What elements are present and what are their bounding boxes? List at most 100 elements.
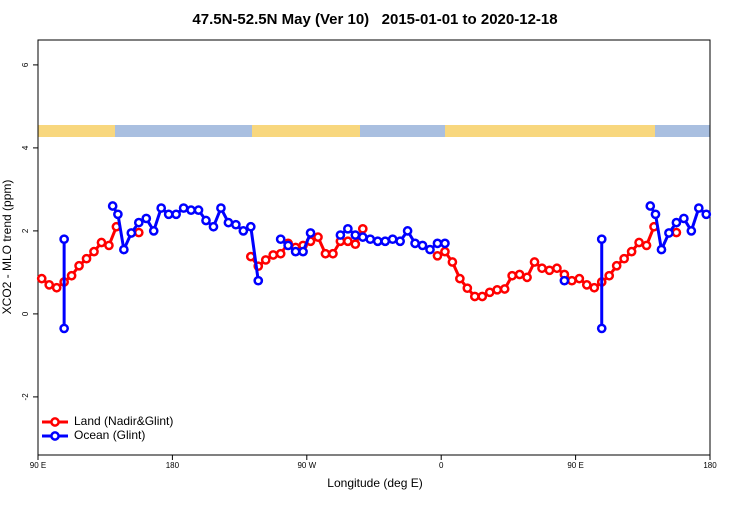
data-point	[350, 239, 361, 250]
data-point	[537, 263, 547, 274]
data-point	[596, 323, 607, 334]
data-point	[567, 275, 577, 286]
y-tick-label: -2	[21, 393, 30, 401]
data-point	[126, 228, 137, 238]
data-point	[96, 237, 107, 248]
legend-marker	[50, 431, 60, 441]
data-point	[193, 205, 204, 215]
data-point	[469, 291, 480, 302]
data-point	[455, 273, 465, 284]
data-point	[141, 213, 152, 224]
data-point	[51, 282, 62, 293]
data-point	[544, 265, 555, 276]
data-point	[245, 221, 256, 232]
data-point	[208, 221, 219, 232]
data-point	[238, 226, 249, 236]
data-point	[133, 227, 144, 238]
x-tick-label: 180	[703, 461, 717, 470]
x-tick-label: 180	[166, 461, 180, 470]
data-point	[74, 260, 84, 271]
data-point	[522, 272, 532, 283]
data-point	[440, 238, 450, 249]
data-point	[36, 273, 47, 284]
data-point	[283, 240, 293, 251]
data-point	[66, 270, 77, 281]
data-point	[679, 213, 689, 224]
y-tick-label: 4	[21, 145, 30, 150]
data-point	[119, 244, 129, 255]
y-tick-label: 6	[21, 62, 30, 67]
data-point	[163, 209, 174, 220]
data-point	[574, 273, 585, 284]
data-point	[440, 246, 450, 257]
data-point	[156, 203, 167, 213]
data-point	[417, 240, 428, 251]
data-point	[372, 236, 383, 247]
series-line	[62, 204, 708, 329]
data-point	[186, 205, 196, 215]
data-point	[559, 275, 570, 286]
data-point	[223, 217, 234, 228]
data-point	[113, 209, 123, 220]
data-point	[357, 223, 368, 234]
data-point	[171, 209, 181, 220]
data-point	[664, 228, 674, 238]
data-point	[133, 217, 144, 228]
x-tick-label: 90 E	[30, 461, 46, 470]
data-point	[410, 238, 420, 249]
data-point	[387, 234, 398, 245]
data-point	[365, 234, 376, 245]
data-point	[619, 253, 629, 264]
data-point	[148, 226, 159, 236]
data-point	[328, 248, 338, 259]
data-point	[484, 287, 495, 298]
data-point	[298, 246, 308, 257]
y-tick-label: 2	[21, 228, 30, 233]
data-point	[231, 219, 241, 230]
data-point	[529, 257, 540, 267]
data-point	[507, 270, 517, 281]
y-tick-label: 0	[21, 311, 30, 316]
data-point	[275, 234, 286, 245]
data-point	[596, 234, 607, 245]
data-point	[641, 240, 652, 251]
chart-title: 47.5N-52.5N May (Ver 10) 2015-01-01 to 2…	[192, 11, 557, 28]
data-point	[335, 230, 346, 240]
data-point	[447, 257, 458, 267]
data-point	[604, 270, 615, 281]
data-point	[686, 226, 697, 236]
legend-marker	[50, 417, 60, 427]
x-tick-label: 0	[439, 461, 444, 470]
data-point	[89, 246, 99, 257]
data-point	[634, 237, 644, 248]
data-point	[701, 209, 712, 220]
data-point	[59, 323, 69, 334]
x-tick-label: 90 W	[297, 461, 316, 470]
data-point	[290, 246, 301, 257]
data-point	[552, 263, 562, 274]
data-point	[343, 223, 353, 234]
data-point	[402, 226, 413, 236]
data-point	[395, 236, 405, 247]
data-point	[178, 203, 189, 213]
data-point	[514, 269, 525, 280]
data-point	[581, 280, 592, 290]
data-point	[81, 253, 92, 264]
data-point	[492, 284, 503, 295]
data-point	[611, 260, 622, 271]
data-point	[260, 255, 271, 265]
y-axis-label: XCO2 - MLO trend (ppm)	[0, 180, 14, 315]
data-point	[645, 201, 656, 211]
data-point	[253, 275, 264, 286]
data-point	[626, 246, 637, 257]
data-point	[432, 250, 443, 261]
data-point	[350, 230, 361, 240]
data-point	[357, 232, 368, 242]
plot-frame	[37, 39, 711, 456]
data-point	[320, 248, 331, 259]
data-point	[499, 284, 510, 294]
data-point	[656, 244, 667, 255]
legend-label: Ocean (Glint)	[74, 428, 145, 442]
